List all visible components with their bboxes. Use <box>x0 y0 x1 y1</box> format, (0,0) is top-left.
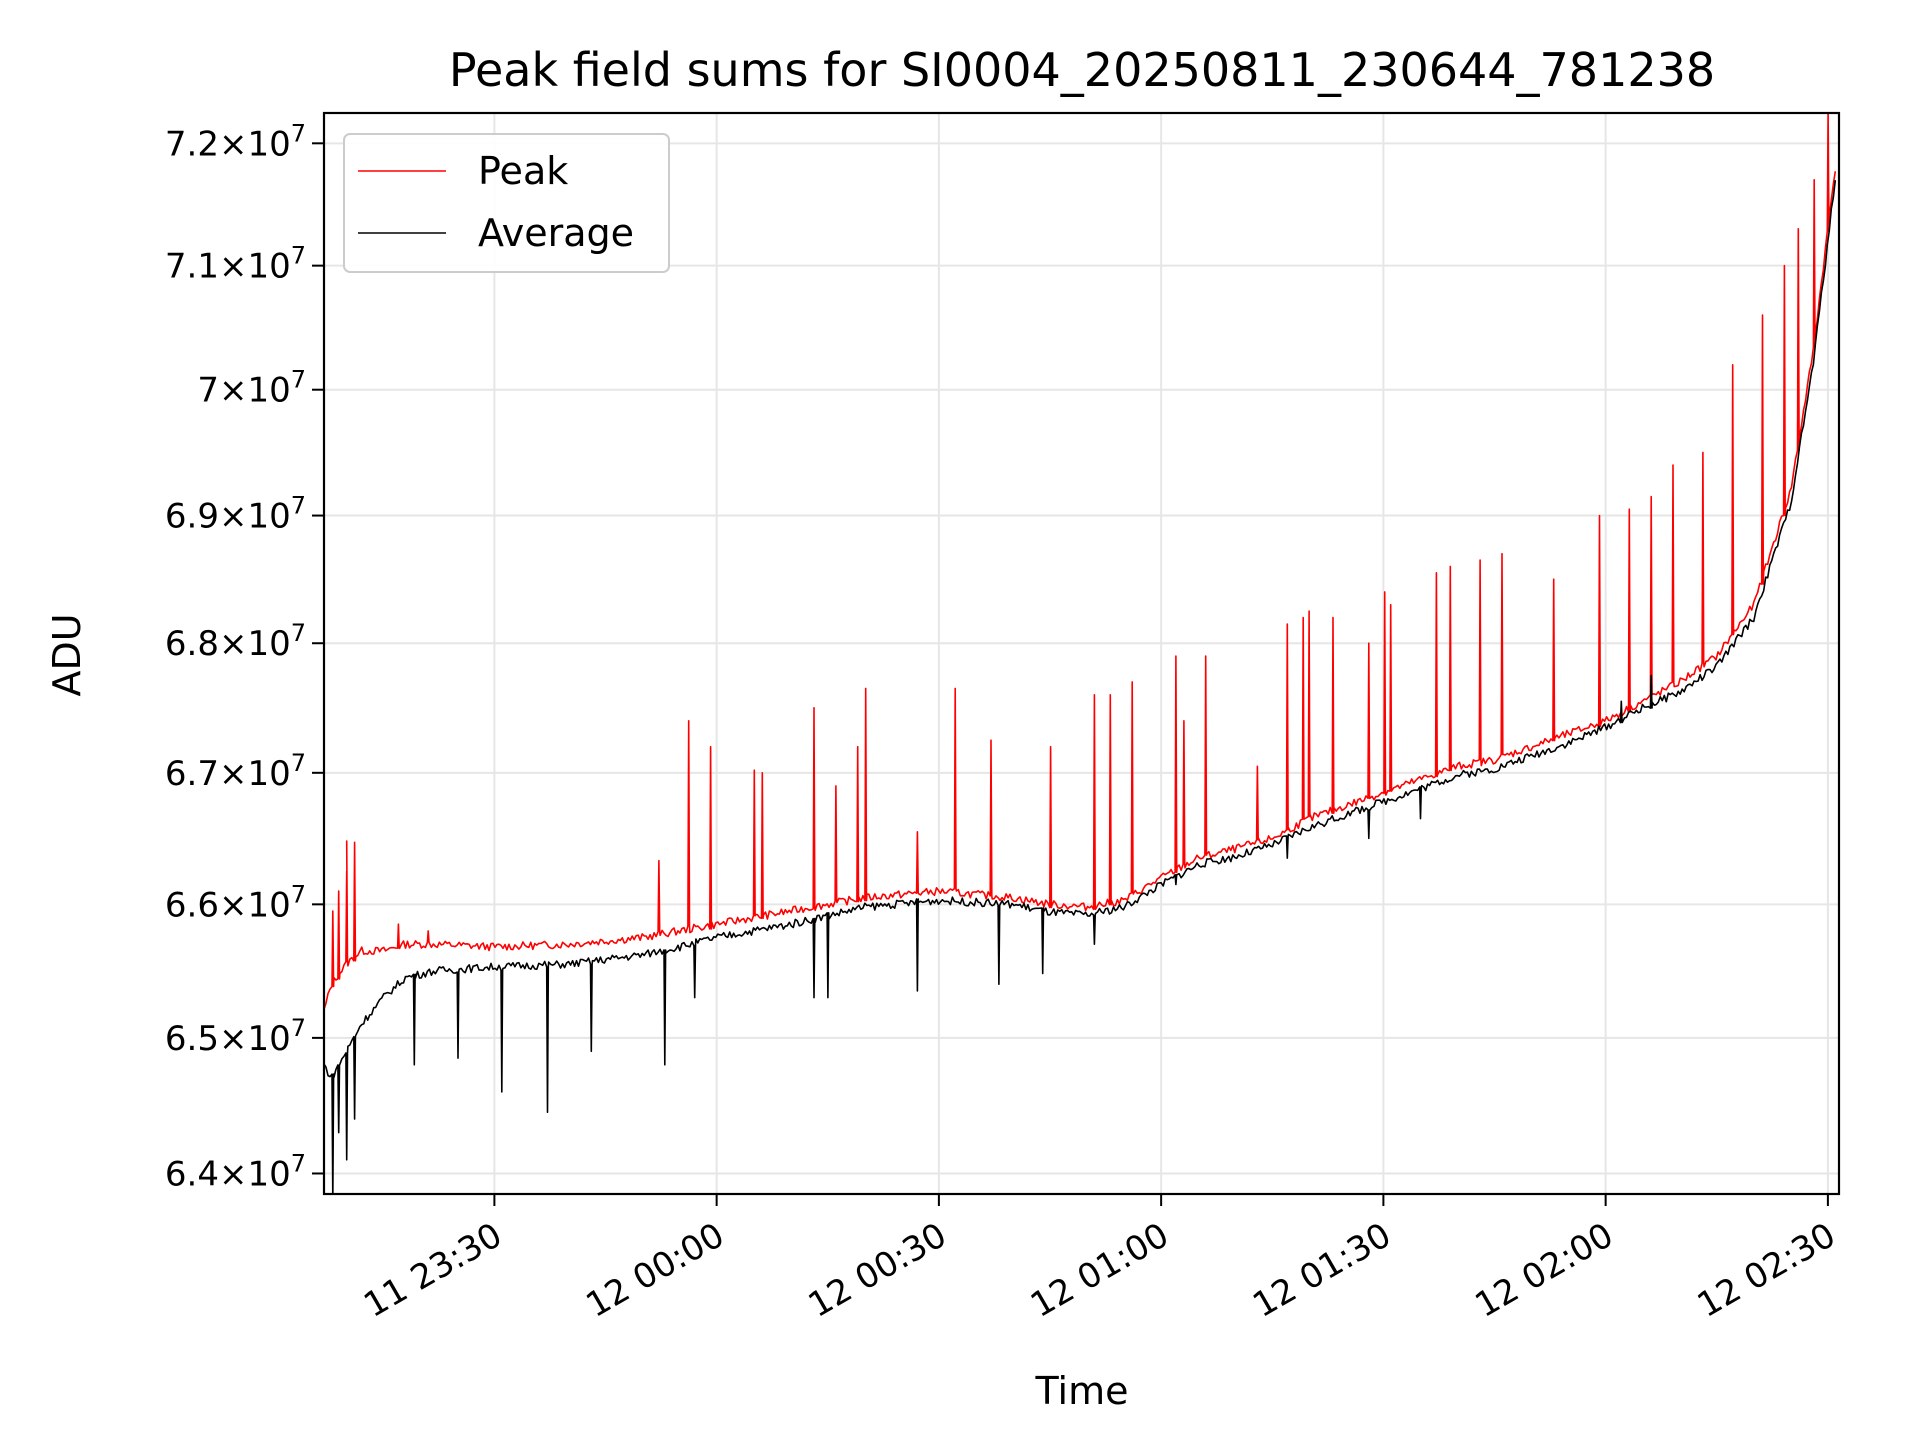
y-tick-label: 6.5×107 <box>165 1014 306 1059</box>
legend-box <box>343 133 670 273</box>
legend-peak-label: Peak <box>478 149 568 193</box>
y-tick-label: 6.9×107 <box>165 492 306 537</box>
series-line-peak <box>324 113 1837 1010</box>
plot-lines <box>324 113 1837 1194</box>
series-line-average <box>324 180 1837 1194</box>
y-axis: 6.4×107 6.5×107 6.6×107 6.7×107 6.8×107 6.9×1… <box>165 119 324 1194</box>
y-tick-label: 6.6×107 <box>165 880 306 925</box>
y-tick-label: 7×107 <box>197 366 306 411</box>
chart-title: Peak field sums for SI0004_20250811_2306… <box>449 43 1715 97</box>
y-tick-label: 6.8×107 <box>165 619 306 664</box>
x-axis-label: Time <box>1035 1369 1129 1413</box>
axes-frame <box>322 111 1841 1196</box>
legend-average-label: Average <box>478 211 634 255</box>
y-tick-label: 6.4×107 <box>165 1149 306 1194</box>
y-tick-label: 7.1×107 <box>165 242 306 287</box>
grid <box>324 113 1839 1194</box>
legend: Peak Average <box>343 133 670 273</box>
y-axis-label: ADU <box>45 613 89 696</box>
y-tick-label: 6.7×107 <box>165 749 306 794</box>
y-tick-label: 7.2×107 <box>165 119 306 164</box>
